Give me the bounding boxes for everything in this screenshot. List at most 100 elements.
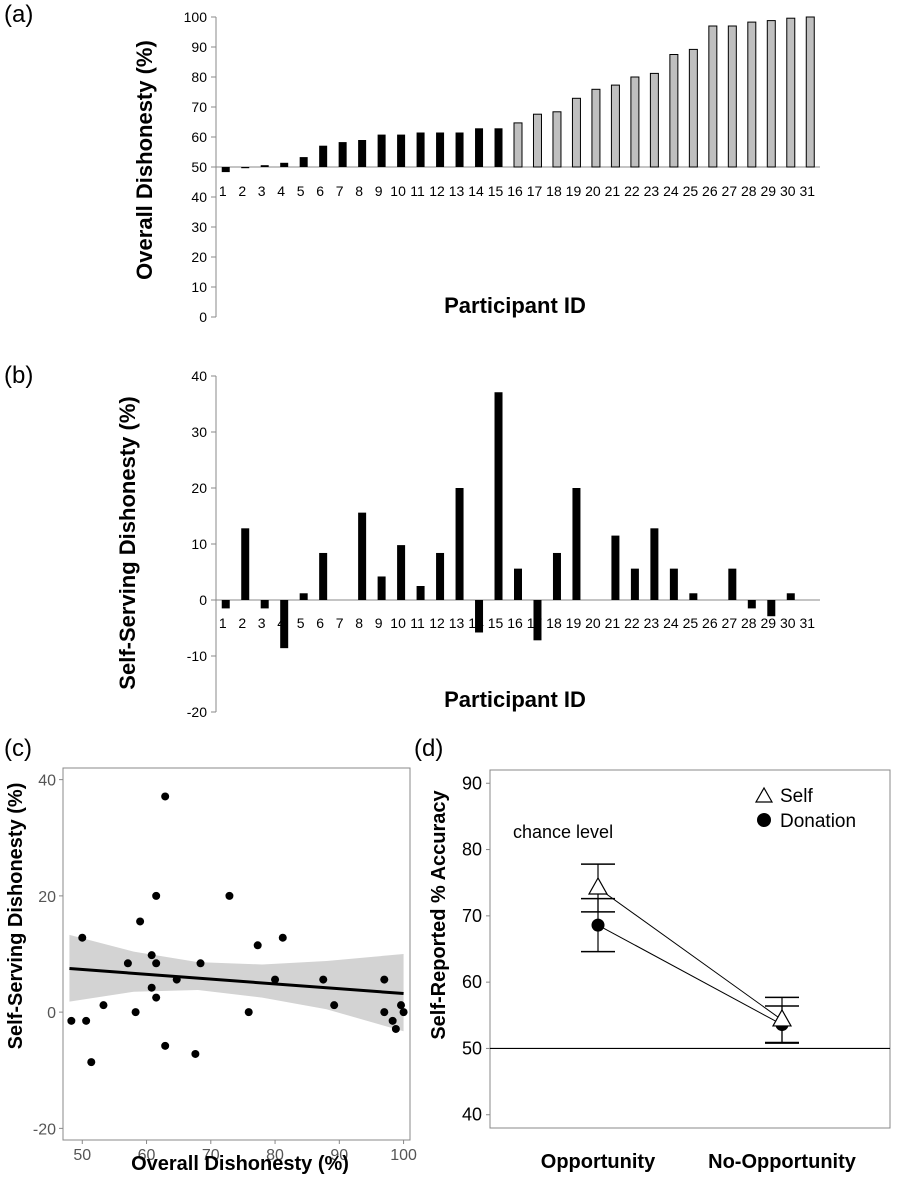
- panel-a-x-tick-label: 6: [316, 183, 324, 199]
- panel-c-plot-frame: [62, 767, 411, 1141]
- panel-c-point: [123, 959, 132, 968]
- panel-a-bar-31: [805, 16, 815, 168]
- panel-b-x-tick-label: 12: [429, 615, 445, 631]
- panel-a-bar-17: [532, 113, 542, 168]
- panel-b-bar-23: [650, 528, 659, 600]
- panel-b-x-axis-title: Participant ID: [444, 687, 586, 712]
- panel-a-bar-25: [688, 48, 698, 168]
- panel-c-point: [161, 792, 170, 801]
- panel-d-category-labels: Opportunity No-Opportunity: [541, 1151, 857, 1173]
- panel-a-y-tick-label: 0: [199, 309, 207, 325]
- panel-a-x-axis-title: Participant ID: [444, 293, 586, 318]
- panel-a-x-tick-label: 24: [663, 183, 679, 199]
- panel-b-bar-17: [533, 600, 542, 641]
- panel-a-x-tick-label: 26: [702, 183, 718, 199]
- panel-b-x-tick-label: 6: [316, 615, 324, 631]
- panel-a-x-tick-label: 15: [488, 183, 504, 199]
- panel-b-x-tick-label: 5: [297, 615, 305, 631]
- panel-b-bar-9: [377, 576, 386, 600]
- panel-d-y-tick-label: 60: [462, 972, 482, 992]
- panel-c-y-tick-label: -20: [33, 1121, 56, 1138]
- panel-d-y-tick-label: 90: [462, 773, 482, 793]
- panel-b-bar-15: [494, 392, 503, 600]
- panel-b-y-tick-label: 0: [199, 592, 207, 608]
- panel-b-bar-8: [358, 512, 367, 600]
- panel-c-x-axis-title: Overall Dishonesty (%): [131, 1153, 349, 1175]
- panel-d-chart: 40 50 60 70 80 90 chance level Opportunity No-…: [428, 769, 891, 1173]
- panel-d-y-axis-title: Self-Reported % Accuracy: [428, 789, 450, 1039]
- panel-a-x-tick-label: 28: [741, 183, 757, 199]
- panel-c-y-tick-label: 0: [47, 1005, 56, 1022]
- panel-b-bars: [221, 392, 795, 649]
- panel-c-y-tick-label: 40: [38, 773, 56, 790]
- panel-b-x-tick-label: 22: [624, 615, 640, 631]
- panel-c-point: [330, 1001, 339, 1010]
- panel-a-x-tick-label: 23: [644, 183, 660, 199]
- panel-a-bar-7: [338, 142, 347, 167]
- panel-a-bars: [221, 16, 815, 173]
- panel-b-bar-28: [747, 600, 756, 609]
- panel-b-x-tick-label: 17: [527, 615, 543, 631]
- panel-a-x-tick-label: 20: [585, 183, 601, 199]
- panel-c-point: [271, 975, 280, 984]
- panel-b-x-tick-label: 30: [780, 615, 796, 631]
- panel-c-point: [99, 1001, 108, 1010]
- panel-a-bar-26: [708, 25, 718, 168]
- panel-c-point: [152, 891, 161, 900]
- panel-d-label: (d): [414, 735, 443, 762]
- panel-a-x-tick-label: 4: [277, 183, 285, 199]
- panel-d-marker-self: [771, 1008, 793, 1027]
- panel-a-bar-30: [786, 17, 796, 168]
- panel-a-x-tick-label: 3: [258, 183, 266, 199]
- panel-c-points: [67, 792, 408, 1067]
- panel-d-marker-donation: [591, 918, 605, 932]
- panel-a-bar-11: [416, 132, 425, 167]
- panel-b-y-tick-label: 10: [191, 536, 207, 552]
- panel-c-point: [319, 975, 328, 984]
- panel-c-confidence-band: [69, 934, 404, 1032]
- panel-b-x-tick-label: 28: [741, 615, 757, 631]
- panel-d-axes: 40 50 60 70 80 90: [462, 773, 490, 1125]
- panel-b-x-tick-label: 23: [644, 615, 660, 631]
- panel-c-regression-line: [69, 967, 404, 996]
- panel-b-x-tick-label: 24: [663, 615, 679, 631]
- panel-c-point: [147, 983, 156, 992]
- panel-d-markers: [587, 876, 793, 1032]
- panel-d-marker-self: [587, 876, 609, 895]
- panel-b-x-tick-label: 11: [410, 615, 425, 631]
- panel-b-label: (b): [4, 362, 33, 389]
- panel-c-point: [172, 975, 181, 984]
- panel-a-x-tick-label: 12: [429, 183, 445, 199]
- panel-a-y-tick-label: 10: [191, 279, 207, 295]
- panel-b-x-tick-label: 1: [219, 615, 227, 631]
- panel-c-point: [78, 933, 87, 942]
- panel-c-y-tick-label: 20: [38, 889, 56, 906]
- panel-b-bar-16: [514, 568, 522, 600]
- panel-a-x-tick-label: 17: [527, 183, 543, 199]
- panel-c-point: [147, 951, 156, 960]
- panel-c-point: [380, 1008, 389, 1017]
- panel-b-x-tick-label: 3: [258, 615, 266, 631]
- panel-d-y-tick-label: 40: [462, 1105, 482, 1125]
- panel-a-x-tick-label: 16: [507, 183, 523, 199]
- panel-c-x-tick-label: 70: [202, 1147, 220, 1164]
- panel-a-x-tick-label: 14: [468, 183, 484, 199]
- panel-a-x-tick-labels: 1 2 3 4 5 6 7 8 9 10 11 12 13 14 15 16 17 18 19 20 21 22 23 24 2…: [219, 183, 815, 199]
- panel-b-x-tick-label: 2: [238, 615, 246, 631]
- panel-b-x-tick-label: 20: [585, 615, 601, 631]
- panel-c-chart: 50 60 70 80 90 100 -20 0 20 40 Overall Dishonesty…: [5, 767, 417, 1175]
- panel-a-y-tick-label: 90: [191, 39, 207, 55]
- panel-a-x-tick-label: 9: [375, 183, 383, 199]
- panel-a-x-tick-label: 13: [449, 183, 465, 199]
- panel-a-x-tick-label: 11: [410, 183, 425, 199]
- panel-b-y-axis: -20 -10 0 10 20 30 40: [187, 368, 820, 720]
- panel-a-bar-4: [280, 162, 289, 167]
- panel-a-y-tick-label: 60: [191, 129, 207, 145]
- panel-d-y-tick-label: 70: [462, 906, 482, 926]
- panel-a-bar-13: [455, 132, 464, 167]
- panel-d-category-label: Opportunity: [541, 1151, 656, 1173]
- panel-a-bar-12: [436, 132, 445, 167]
- panel-b-bar-12: [436, 552, 445, 600]
- panel-a-bar-18: [552, 111, 562, 168]
- panel-c-x-tick-label: 50: [73, 1147, 91, 1164]
